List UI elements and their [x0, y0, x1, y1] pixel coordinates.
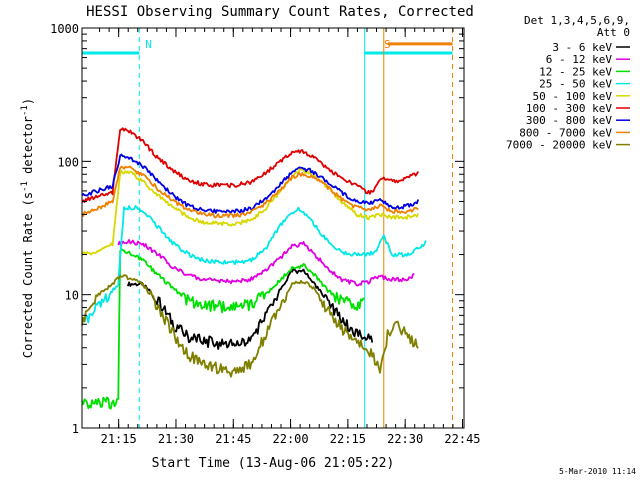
y-tick-label: 100 [57, 155, 79, 169]
y-tick-label: 1 [72, 422, 79, 436]
series-line [81, 274, 419, 378]
x-tick-label: 21:30 [158, 432, 194, 446]
x-axis-label: Start Time (13-Aug-06 21:05:22) [152, 456, 395, 471]
series-line [81, 205, 427, 324]
footer-timestamp: 5-Mar-2010 11:14 [559, 467, 636, 476]
series-line [81, 127, 419, 203]
legend-entry-label: 12 - 25 keV [539, 65, 612, 78]
legend-entry-label: 6 - 12 keV [546, 53, 613, 66]
series-line [117, 239, 415, 287]
x-tick-label: 21:15 [101, 432, 137, 446]
x-tick-label: 22:30 [387, 432, 423, 446]
legend-entry-label: 100 - 300 keV [526, 102, 612, 115]
legend-entry-label: 50 - 100 keV [533, 90, 613, 103]
y-tick-label: 1000 [50, 22, 79, 36]
y-axis-label: Corrected Count Rate (s-1 detector-1) [20, 98, 35, 358]
legend-entry-label: 25 - 50 keV [539, 78, 612, 91]
legend-entry-label: 7000 - 20000 keV [506, 139, 612, 152]
y-tick-label: 10 [65, 289, 79, 303]
series-line [81, 165, 419, 219]
legend-header-line-2: Att 0 [597, 26, 630, 39]
x-tick-label: 22:45 [444, 432, 480, 446]
x-tick-label: 22:00 [273, 432, 309, 446]
flag-annotation: S [384, 38, 391, 51]
legend-header-line-1: Det 1,3,4,5,6,9, [524, 14, 630, 27]
legend-entry-label: 300 - 800 keV [526, 114, 612, 127]
series-line [126, 268, 374, 350]
series-line [81, 168, 420, 256]
flag-annotation: N [145, 38, 152, 51]
legend-entry-label: 800 - 7000 keV [519, 126, 612, 139]
legend-entry-label: 3 - 6 keV [552, 41, 612, 54]
x-tick-label: 22:15 [330, 432, 366, 446]
series-line [81, 248, 365, 410]
chart-title: HESSI Observing Summary Count Rates, Cor… [86, 4, 474, 20]
x-tick-label: 21:45 [215, 432, 251, 446]
plot-frame [81, 27, 465, 429]
series-line [81, 153, 420, 214]
